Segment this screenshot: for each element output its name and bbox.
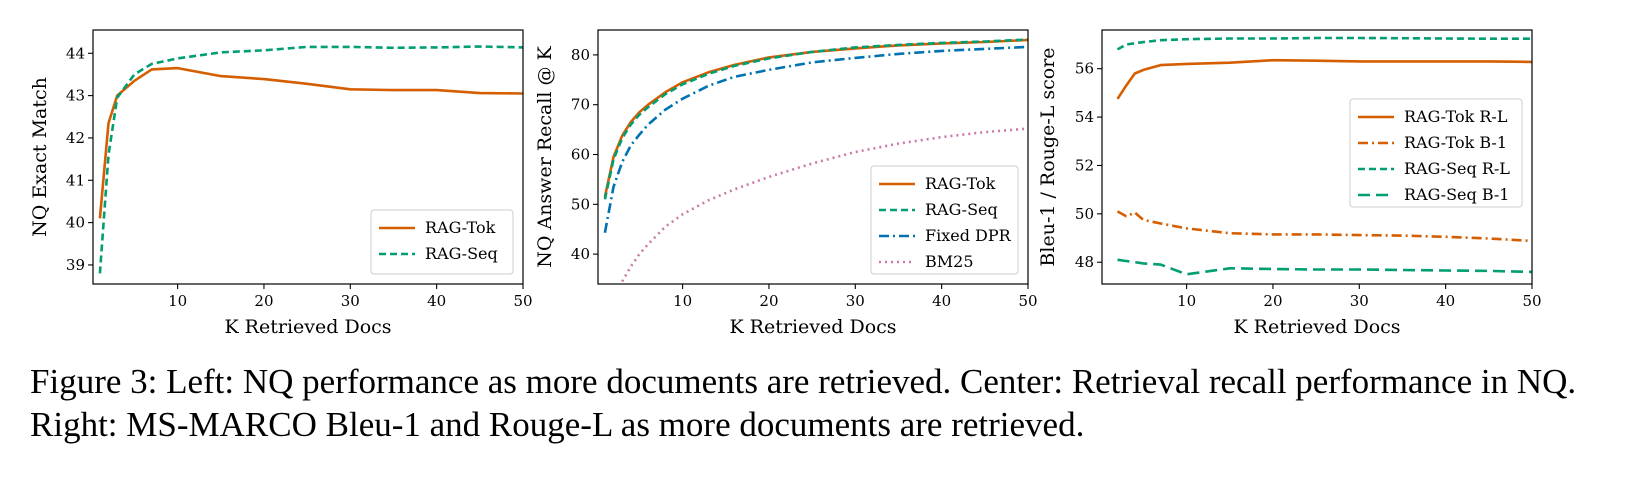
y-tick-label: 60 [571,146,590,164]
y-tick-label: 50 [1075,205,1094,223]
x-tick-label: 30 [846,292,865,310]
legend-box [1349,98,1523,208]
y-tick-label: 70 [571,96,590,114]
series-line-rag-seq-b-1 [1117,258,1532,276]
y-axis-label: Bleu-1 / Rouge-L score [1037,47,1059,266]
x-axis-label: K Retrieved Docs [729,316,896,338]
y-tick-label: 40 [571,245,590,263]
series-line-rag-tok [603,38,1028,198]
x-tick-label: 50 [513,292,532,310]
y-tick-label: 54 [1075,108,1094,126]
legend-label: RAG-Seq R-L [1404,159,1510,178]
x-tick-label: 20 [1263,292,1282,310]
legend-label: RAG-Tok [925,174,996,193]
y-tick-label: 56 [1075,60,1094,78]
series-line-fixed-dpr [603,45,1028,233]
y-tick-label: 40 [66,214,85,232]
x-tick-label: 50 [1522,292,1541,310]
x-tick-label: 40 [1436,292,1455,310]
legend: RAG-Tok RAG-Seq [370,209,514,275]
plot-frame [1101,29,1533,285]
plot-frame [597,29,1029,285]
x-tick-label: 10 [673,292,692,310]
x-tick-label: 40 [427,292,446,310]
y-tick-label: 41 [66,171,85,189]
legend-label: RAG-Tok [425,218,496,237]
chart-left-nq-exact-match: 10 20 30 40 50 39 40 41 42 43 44 K Retrieved Docs NQ… [29,29,533,338]
y-tick-label: 43 [66,87,85,105]
x-tick-label: 10 [1177,292,1196,310]
series-line-rag-tok-r-l [1116,58,1532,100]
x-tick-label: 10 [168,292,187,310]
legend-box [870,165,1019,275]
series-line-rag-tok [98,66,523,219]
x-tick-label: 30 [341,292,360,310]
chart-center-nq-answer-recall: 10 20 30 40 50 40 50 60 70 80 K Retrieved Docs NQ A… [534,29,1038,338]
y-axis-label: NQ Exact Match [29,77,51,237]
x-axis-label: K Retrieved Docs [1233,316,1400,338]
x-tick-label: 50 [1018,292,1037,310]
series-line-rag-seq [98,45,523,274]
x-tick-label: 20 [254,292,273,310]
legend-label: RAG-Seq [925,200,998,219]
legend-label: BM25 [925,252,974,271]
legend-label: RAG-Tok B-1 [1404,133,1507,152]
y-tick-label: 80 [571,46,590,64]
figure-caption: Figure 3: Left: NQ performance as more d… [30,362,1577,444]
legend-box [370,209,514,275]
y-tick-label: 48 [1075,253,1094,271]
series-line-bm25 [621,127,1028,283]
y-axis-label: NQ Answer Recall @ K [534,45,556,267]
y-tick-label: 52 [1075,156,1094,174]
series-line-rag-tok-b-1 [1116,210,1532,243]
legend-label: RAG-Seq B-1 [1404,185,1509,204]
chart-right-msmarco-scores: 10 20 30 40 50 48 50 52 54 56 K Retrieved Docs Bleu… [1037,29,1542,338]
legend-label: RAG-Seq [425,244,498,263]
x-tick-label: 30 [1350,292,1369,310]
y-tick-label: 50 [571,195,590,213]
plot-frame [92,29,524,285]
x-tick-label: 40 [932,292,951,310]
legend: RAG-Tok RAG-Seq Fixed DPR BM25 [870,165,1019,275]
series-line-rag-seq-r-l [1116,36,1532,51]
legend-label: RAG-Tok R-L [1404,107,1508,126]
legend: RAG-Tok R-L RAG-Tok B-1 RAG-Seq R-L RAG-Seq… [1349,98,1523,208]
legend-label: Fixed DPR [925,226,1012,245]
x-axis-label: K Retrieved Docs [224,316,391,338]
y-tick-label: 44 [66,44,85,62]
y-tick-label: 42 [66,129,85,147]
x-tick-label: 20 [759,292,778,310]
y-tick-label: 39 [66,256,85,274]
